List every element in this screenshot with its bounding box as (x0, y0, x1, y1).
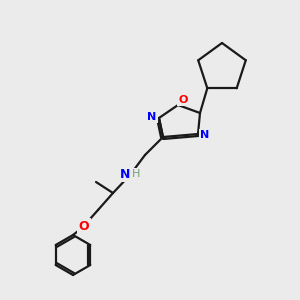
Text: H: H (132, 169, 140, 179)
Text: N: N (200, 130, 210, 140)
Text: O: O (79, 220, 89, 232)
Text: N: N (120, 167, 130, 181)
Text: O: O (178, 95, 188, 105)
Text: N: N (147, 112, 157, 122)
